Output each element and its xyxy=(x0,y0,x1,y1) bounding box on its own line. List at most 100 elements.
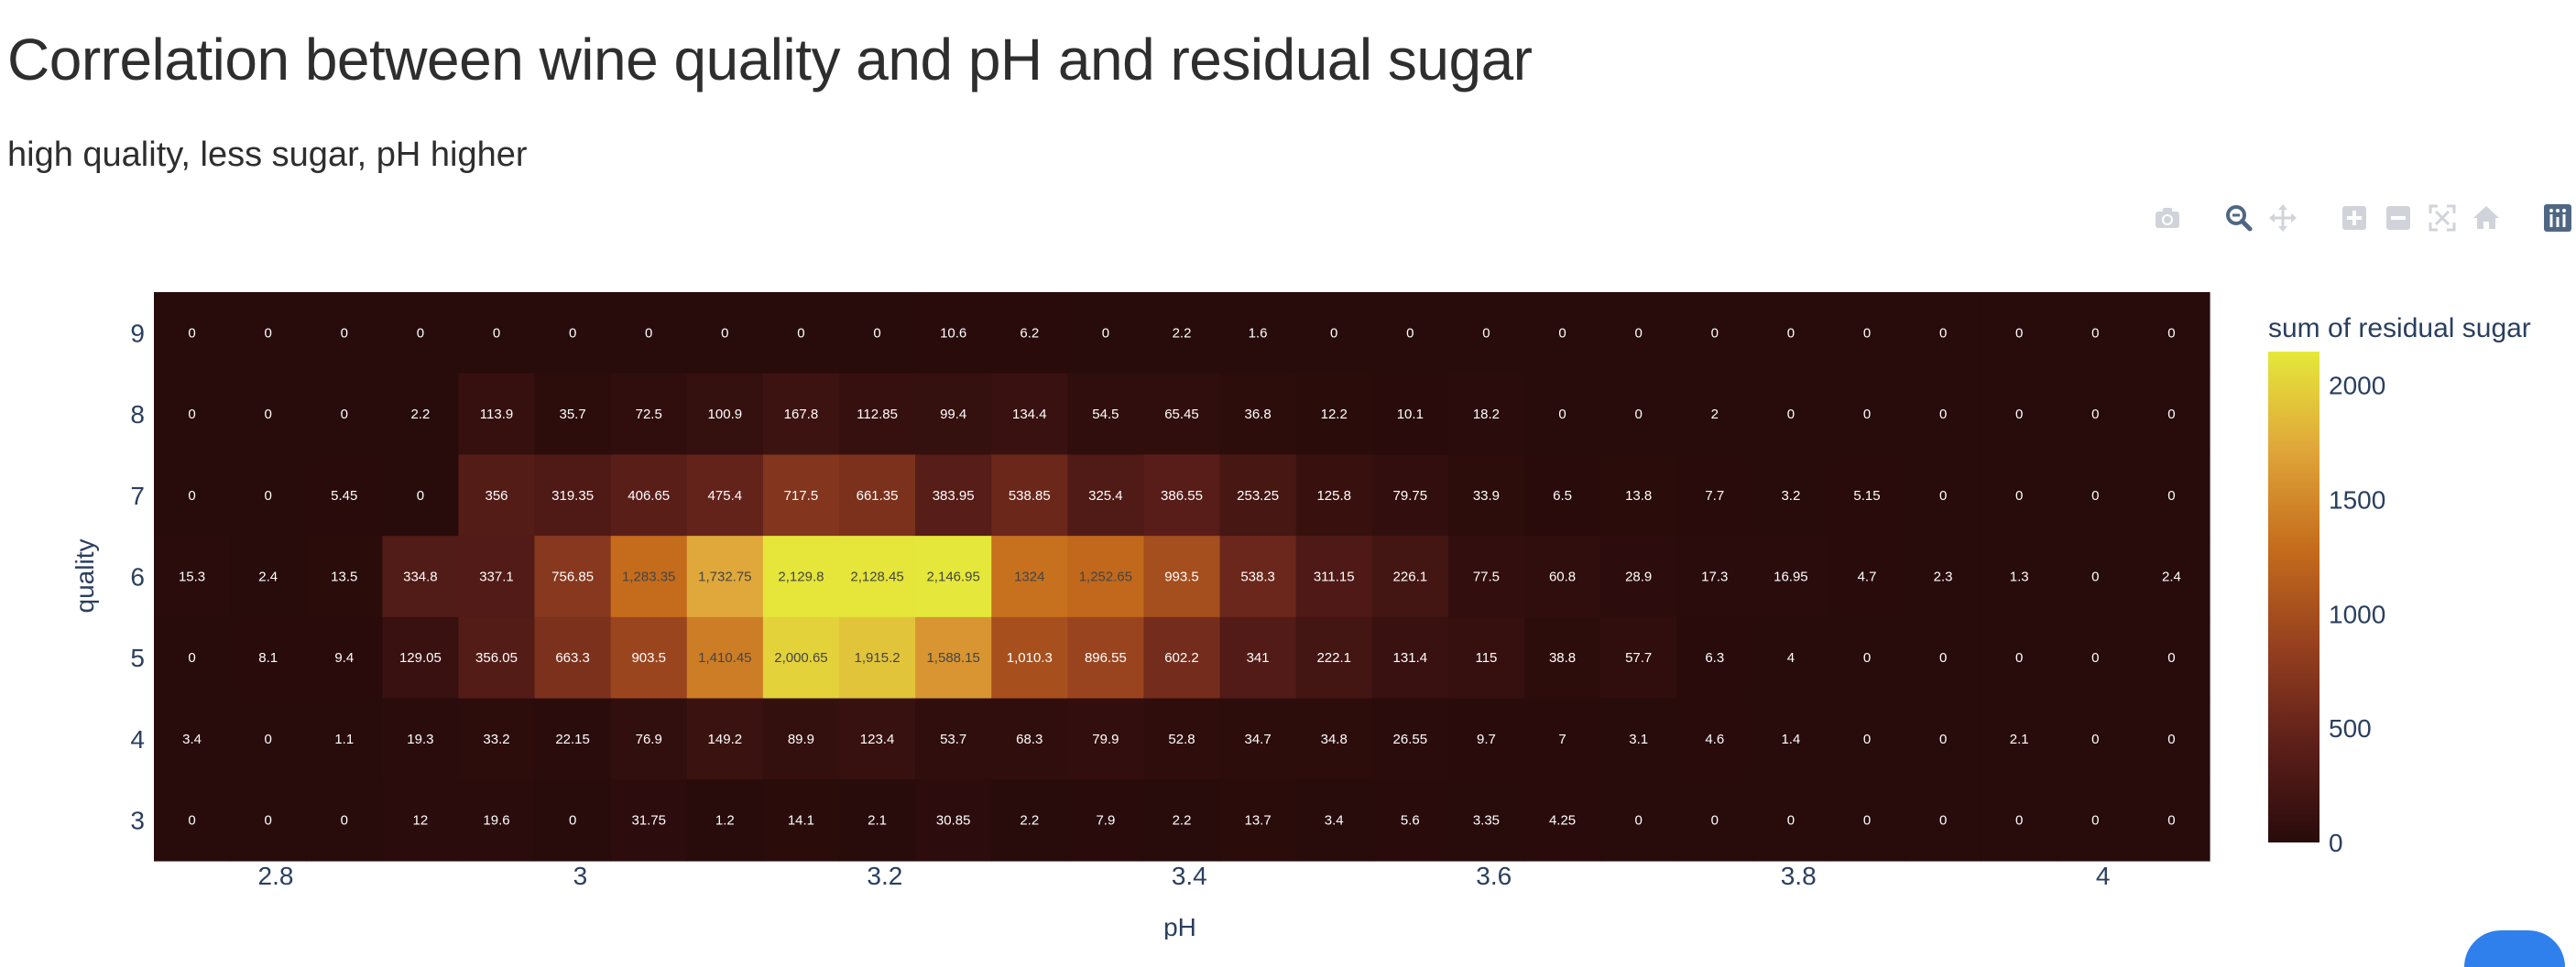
heatmap-cell[interactable] xyxy=(1219,698,1297,780)
heatmap-cell[interactable] xyxy=(1524,454,1601,537)
heatmap-cell[interactable] xyxy=(610,373,688,456)
heatmap-cell[interactable] xyxy=(1143,616,1221,700)
heatmap-cell[interactable] xyxy=(2057,454,2134,537)
heatmap-cell[interactable] xyxy=(306,536,383,618)
heatmap-cell[interactable] xyxy=(1371,698,1449,780)
heatmap-cell[interactable] xyxy=(154,454,231,537)
heatmap-cell[interactable] xyxy=(1981,698,2058,780)
heatmap-cell[interactable] xyxy=(534,292,612,375)
heatmap-cell[interactable] xyxy=(686,779,764,862)
heatmap-cell[interactable] xyxy=(1143,779,1221,862)
heatmap-cell[interactable] xyxy=(2133,292,2210,375)
pan-icon[interactable] xyxy=(2265,200,2301,236)
heatmap-cell[interactable] xyxy=(154,616,231,700)
heatmap-cell[interactable] xyxy=(1981,454,2058,537)
camera-icon[interactable] xyxy=(2149,200,2186,236)
heatmap-cell[interactable] xyxy=(1524,616,1601,700)
heatmap-cell[interactable] xyxy=(1905,698,1982,780)
heatmap-cell[interactable] xyxy=(154,698,231,780)
heatmap-cell[interactable] xyxy=(991,373,1068,456)
heatmap-cell[interactable] xyxy=(534,698,612,780)
heatmap-cell[interactable] xyxy=(1905,536,1982,618)
heatmap-cell[interactable] xyxy=(1752,698,1830,780)
heatmap-cell[interactable] xyxy=(839,779,916,862)
heatmap-cell[interactable] xyxy=(1067,454,1145,537)
heatmap-cell[interactable] xyxy=(1752,779,1830,862)
heatmap-cell[interactable] xyxy=(1981,616,2058,700)
heatmap-cell[interactable] xyxy=(762,536,840,618)
heatmap-cell[interactable] xyxy=(1752,616,1830,700)
heatmap-cell[interactable] xyxy=(1371,373,1449,456)
heatmap-cell[interactable] xyxy=(230,373,307,456)
heatmap-cell[interactable] xyxy=(762,454,840,537)
heatmap-cell[interactable] xyxy=(839,373,916,456)
heatmap-cell[interactable] xyxy=(230,536,307,618)
heatmap-cell[interactable] xyxy=(154,536,231,618)
heatmap-cell[interactable] xyxy=(1295,536,1373,618)
heatmap-cell[interactable] xyxy=(2133,536,2210,618)
heatmap-cell[interactable] xyxy=(991,454,1068,537)
heatmap-cell[interactable] xyxy=(762,698,840,780)
heatmap-cell[interactable] xyxy=(458,454,536,537)
heatmap-cell[interactable] xyxy=(534,779,612,862)
heatmap-cell[interactable] xyxy=(1676,454,1753,537)
heatmap-cell[interactable] xyxy=(1828,779,1906,862)
heatmap-cell[interactable] xyxy=(915,536,992,618)
heatmap-cell[interactable] xyxy=(1295,292,1373,375)
heatmap-cell[interactable] xyxy=(1828,536,1906,618)
heatmap-cell[interactable] xyxy=(1295,779,1373,862)
heatmap-cell[interactable] xyxy=(915,616,992,700)
heatmap-cell[interactable] xyxy=(686,373,764,456)
heatmap-cell[interactable] xyxy=(1067,536,1145,618)
zoom-icon[interactable] xyxy=(2221,200,2257,236)
heatmap-cell[interactable] xyxy=(1524,292,1601,375)
heatmap-cell[interactable] xyxy=(1067,698,1145,780)
heatmap-cell[interactable] xyxy=(230,292,307,375)
heatmap-cell[interactable] xyxy=(1219,616,1297,700)
heatmap-cell[interactable] xyxy=(1371,536,1449,618)
heatmap-cell[interactable] xyxy=(686,698,764,780)
heatmap-cell[interactable] xyxy=(1676,698,1753,780)
heatmap-cell[interactable] xyxy=(1371,779,1449,862)
heatmap-cell[interactable] xyxy=(1981,373,2058,456)
heatmap-cell[interactable] xyxy=(1295,373,1373,456)
heatmap-cell[interactable] xyxy=(1981,779,2058,862)
heatmap-cell[interactable] xyxy=(1752,373,1830,456)
heatmap-cell[interactable] xyxy=(1524,779,1601,862)
heatmap-cell[interactable] xyxy=(1600,454,1677,537)
heatmap-cell[interactable] xyxy=(534,536,612,618)
heatmap-cell[interactable] xyxy=(686,292,764,375)
heatmap-cell[interactable] xyxy=(1600,779,1677,862)
heatmap-cell[interactable] xyxy=(1447,454,1525,537)
heatmap-cell[interactable] xyxy=(1219,536,1297,618)
heatmap-cell[interactable] xyxy=(306,373,383,456)
heatmap-cell[interactable] xyxy=(1600,373,1677,456)
heatmap-cell[interactable] xyxy=(1371,454,1449,537)
heatmap-cell[interactable] xyxy=(2133,698,2210,780)
heatmap-cell[interactable] xyxy=(1143,292,1221,375)
heatmap-cell[interactable] xyxy=(2057,536,2134,618)
heatmap-cell[interactable] xyxy=(1143,536,1221,618)
heatmap-cell[interactable] xyxy=(382,536,460,618)
heatmap-cell[interactable] xyxy=(610,292,688,375)
heatmap-cell[interactable] xyxy=(1981,536,2058,618)
heatmap-cell[interactable] xyxy=(1295,454,1373,537)
heatmap-cell[interactable] xyxy=(610,616,688,700)
heatmap-cell[interactable] xyxy=(458,698,536,780)
heatmap-cell[interactable] xyxy=(686,536,764,618)
heatmap-cell[interactable] xyxy=(2057,779,2134,862)
heatmap-cell[interactable] xyxy=(1447,373,1525,456)
heatmap-cell[interactable] xyxy=(1828,292,1906,375)
heatmap-cell[interactable] xyxy=(991,536,1068,618)
heatmap-cell[interactable] xyxy=(1524,536,1601,618)
heatmap-cell[interactable] xyxy=(534,373,612,456)
heatmap-cells[interactable] xyxy=(154,292,2210,862)
heatmap-cell[interactable] xyxy=(458,616,536,700)
heatmap-cell[interactable] xyxy=(1447,292,1525,375)
heatmap-cell[interactable] xyxy=(915,779,992,862)
heatmap-cell[interactable] xyxy=(991,698,1068,780)
heatmap-cell[interactable] xyxy=(230,698,307,780)
heatmap-cell[interactable] xyxy=(839,698,916,780)
heatmap-cell[interactable] xyxy=(154,779,231,862)
heatmap-cell[interactable] xyxy=(1447,536,1525,618)
